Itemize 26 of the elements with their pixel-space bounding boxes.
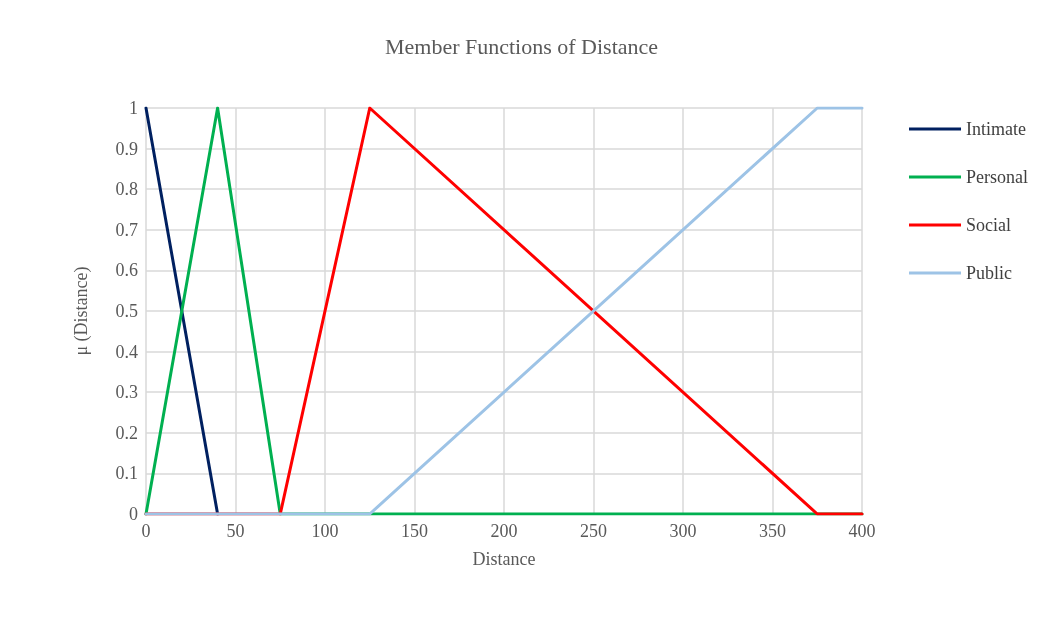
- legend-label: Intimate: [966, 119, 1026, 139]
- legend-label: Social: [966, 215, 1012, 235]
- y-tick-label: 0.6: [115, 260, 138, 281]
- y-tick-label: 1: [129, 98, 138, 118]
- chart-title: Member Functions of Distance: [384, 33, 659, 59]
- x-tick-label: 50: [226, 521, 245, 541]
- legend-label: Public: [966, 263, 1013, 283]
- x-tick-label: 250: [580, 521, 607, 541]
- x-tick-label: 400: [848, 521, 876, 541]
- y-tick-label: 0.7: [115, 219, 138, 240]
- x-tick-label: 150: [401, 521, 428, 541]
- y-tick-label: 0.1: [115, 463, 138, 484]
- x-tick-label: 300: [669, 521, 697, 541]
- x-tick-label: 100: [311, 521, 339, 541]
- y-tick-label: 0.2: [115, 422, 138, 443]
- y-axis-title: μ (Distance): [71, 266, 92, 356]
- x-axis-title: Distance: [472, 549, 536, 569]
- y-tick-label: 0: [129, 504, 138, 524]
- y-tick-label: 0.8: [115, 179, 138, 200]
- x-tick-label: 350: [759, 521, 786, 541]
- y-tick-label: 0.4: [115, 341, 138, 362]
- legend-label: Personal: [966, 167, 1029, 187]
- y-tick-label: 0.5: [115, 301, 138, 321]
- y-tick-label: 0.3: [115, 382, 138, 403]
- x-tick-label: 200: [490, 521, 518, 541]
- y-tick-label: 0.9: [115, 138, 138, 159]
